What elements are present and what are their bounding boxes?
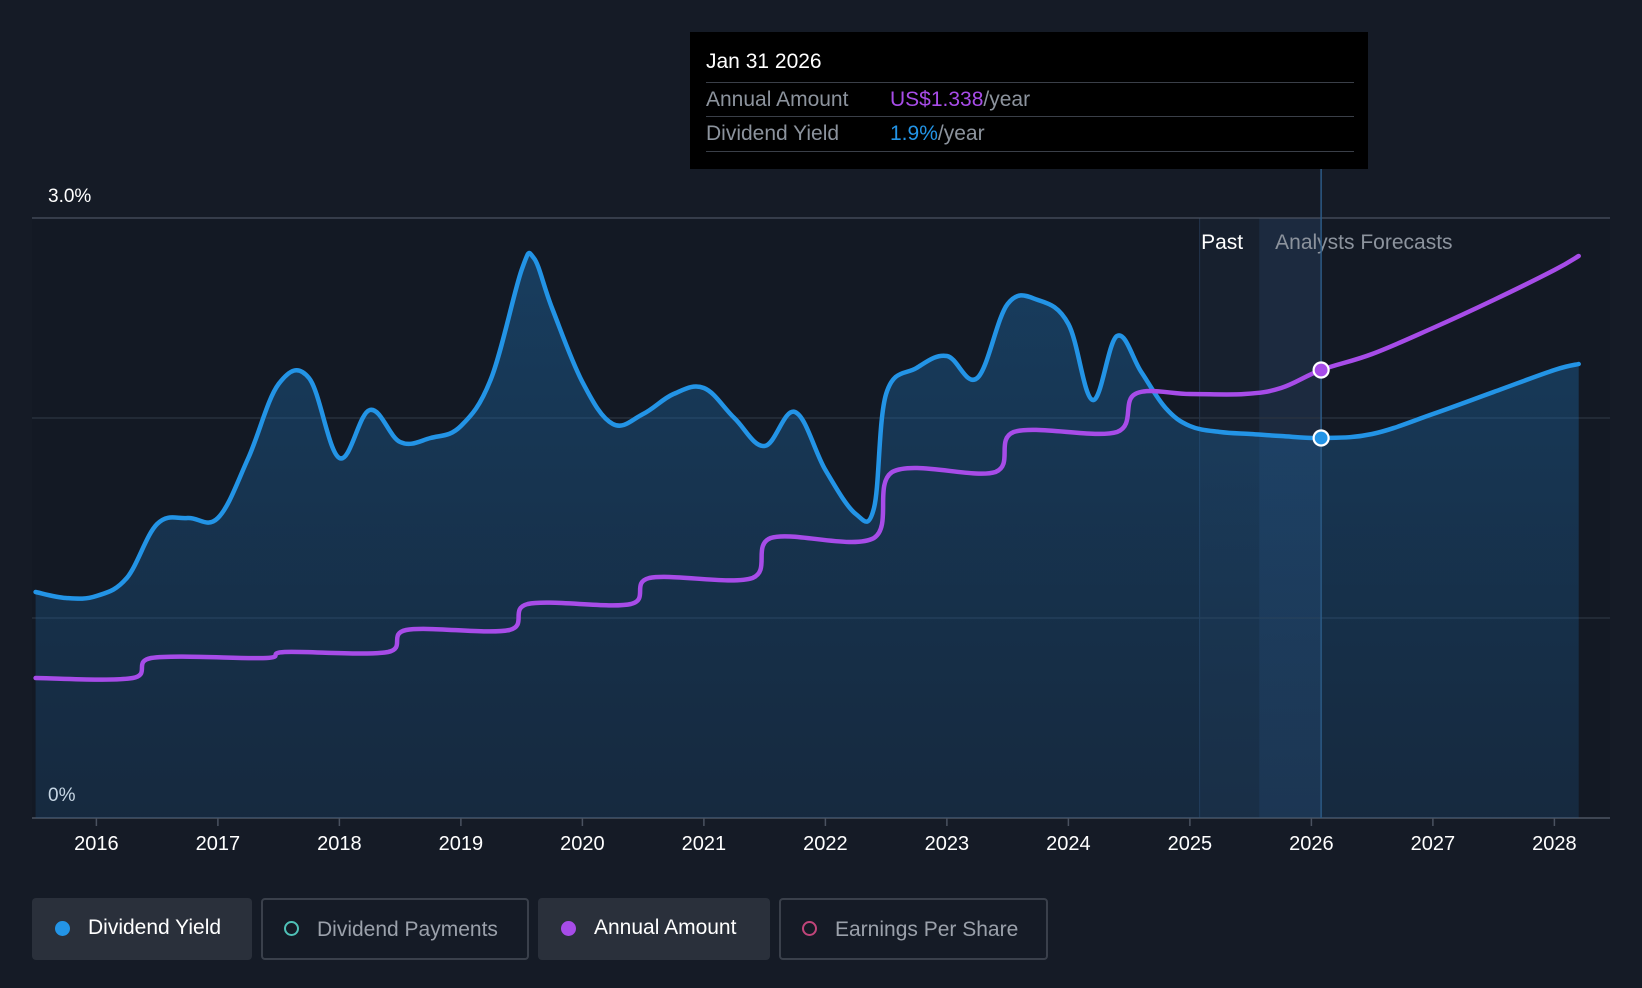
legend-dot-annual-amount: [561, 921, 576, 936]
x-tick-label-2019: 2019: [439, 833, 484, 855]
legend-label-annual-amount: Annual Amount: [594, 916, 737, 939]
legend-label-dividend-yield: Dividend Yield: [88, 916, 222, 939]
x-tick-label-2023: 2023: [925, 833, 970, 855]
legend-earnings-per-share[interactable]: Earnings Per Share: [779, 898, 1048, 960]
legend-label-earnings-per-share: Earnings Per Share: [835, 918, 1019, 941]
x-tick-label-2017: 2017: [196, 833, 241, 855]
tooltip-label-dividend-yield: Dividend Yield: [706, 122, 840, 145]
dividend-yield-value: 1.9%: [890, 122, 938, 145]
x-tick-label-2022: 2022: [803, 833, 848, 855]
legend-dividend-yield[interactable]: Dividend Yield: [32, 898, 252, 960]
annual-amount-value: US$1.338: [890, 88, 984, 111]
tooltip-row-dividend-yield: Dividend Yield 1.9%/year: [706, 116, 1354, 152]
legend-dot-dividend-payments: [284, 921, 299, 936]
dividend-yield-area: [35, 253, 1579, 818]
x-tick-label-2026: 2026: [1289, 833, 1334, 855]
x-tick-label-2024: 2024: [1046, 833, 1091, 855]
y-tick-label-top: 3.0%: [48, 186, 91, 207]
x-tick-label-2027: 2027: [1411, 833, 1456, 855]
annual-amount-marker: [1312, 361, 1330, 379]
x-tick-label-2025: 2025: [1168, 833, 1213, 855]
x-tick-label-2028: 2028: [1532, 833, 1577, 855]
tooltip-label-annual-amount: Annual Amount: [706, 88, 849, 111]
tooltip-date: Jan 31 2026: [706, 50, 822, 73]
annual-amount-unit: /year: [983, 88, 1031, 111]
legend-dividend-payments[interactable]: Dividend Payments: [261, 898, 529, 960]
x-tick-label-2018: 2018: [317, 833, 362, 855]
x-tick-label-2016: 2016: [74, 833, 119, 855]
tooltip: Jan 31 2026 Annual Amount US$1.338/year …: [690, 32, 1368, 169]
tooltip-value-dividend-yield: 1.9%/year: [890, 117, 985, 151]
legend-label-dividend-payments: Dividend Payments: [317, 918, 498, 941]
tooltip-row-annual-amount: Annual Amount US$1.338/year: [706, 82, 1354, 117]
x-tick-label-2020: 2020: [560, 833, 605, 855]
legend-annual-amount[interactable]: Annual Amount: [538, 898, 770, 960]
past-label: Past: [1201, 231, 1243, 254]
tooltip-value-annual-amount: US$1.338/year: [890, 83, 1030, 117]
dividend-yield-line: [33, 250, 1581, 601]
dividend-yield-marker: [1312, 429, 1330, 447]
legend-dot-dividend-yield: [55, 921, 70, 936]
dividend-yield-unit: /year: [937, 122, 985, 145]
x-tick-label-2021: 2021: [682, 833, 727, 855]
annual-amount-line: [33, 253, 1581, 682]
legend-dot-earnings-per-share: [802, 921, 817, 936]
forecast-label: Analysts Forecasts: [1275, 231, 1452, 254]
